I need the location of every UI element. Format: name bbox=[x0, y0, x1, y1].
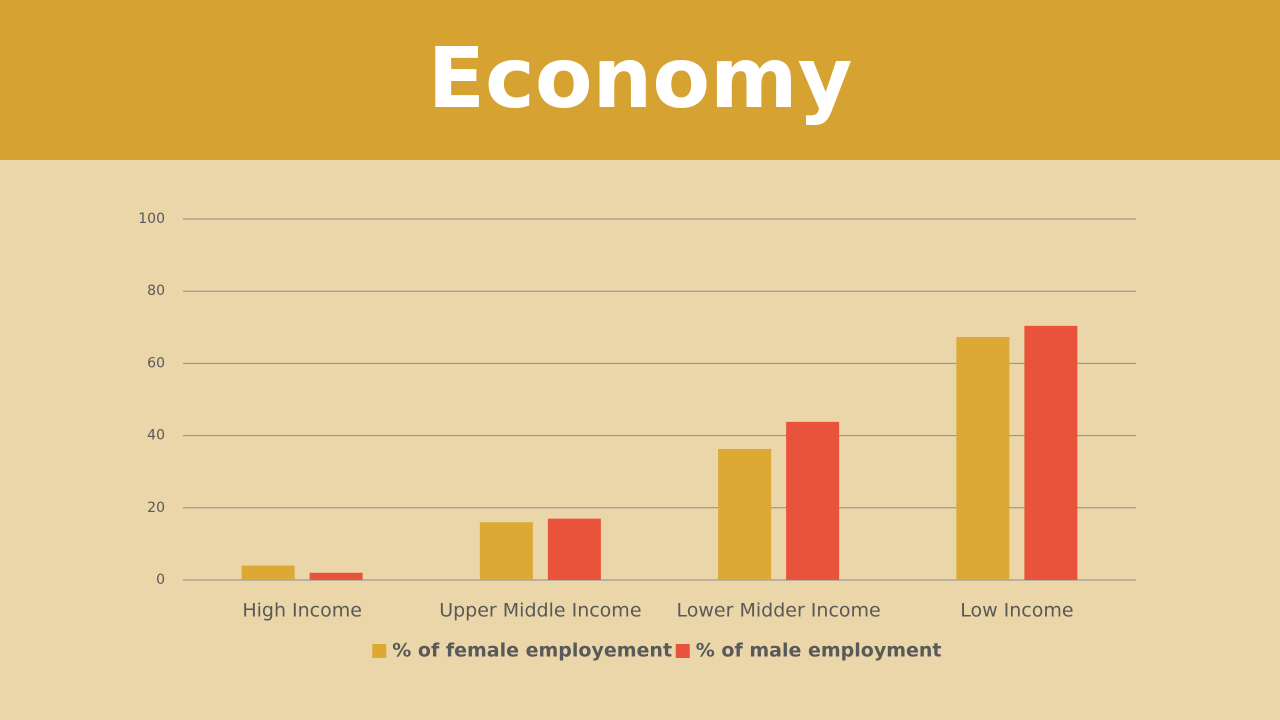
legend-swatch bbox=[675, 644, 690, 658]
bar bbox=[309, 572, 363, 580]
bar bbox=[1024, 325, 1078, 580]
x-tick-label: Low Income bbox=[960, 600, 1073, 622]
x-tick-label: High Income bbox=[242, 600, 362, 622]
header-band bbox=[0, 0, 1280, 160]
legend-label: % of male employment bbox=[696, 640, 942, 662]
legend-label: % of female employement bbox=[392, 640, 672, 662]
bar bbox=[956, 337, 1010, 580]
y-tick-label: 80 bbox=[147, 283, 165, 299]
bar bbox=[718, 448, 772, 580]
y-tick-label: 60 bbox=[147, 355, 165, 371]
bar bbox=[786, 421, 840, 580]
bar bbox=[479, 522, 533, 580]
y-tick-label: 0 bbox=[156, 572, 165, 588]
bar bbox=[241, 565, 295, 580]
x-tick-label: Lower Midder Income bbox=[677, 600, 881, 622]
bar bbox=[547, 518, 601, 580]
legend-swatch bbox=[372, 644, 387, 658]
slide-title: Economy bbox=[428, 29, 853, 127]
x-tick-label: Upper Middle Income bbox=[439, 600, 641, 622]
y-tick-label: 20 bbox=[147, 500, 165, 516]
y-tick-label: 40 bbox=[147, 428, 165, 444]
y-tick-label: 100 bbox=[138, 211, 165, 227]
